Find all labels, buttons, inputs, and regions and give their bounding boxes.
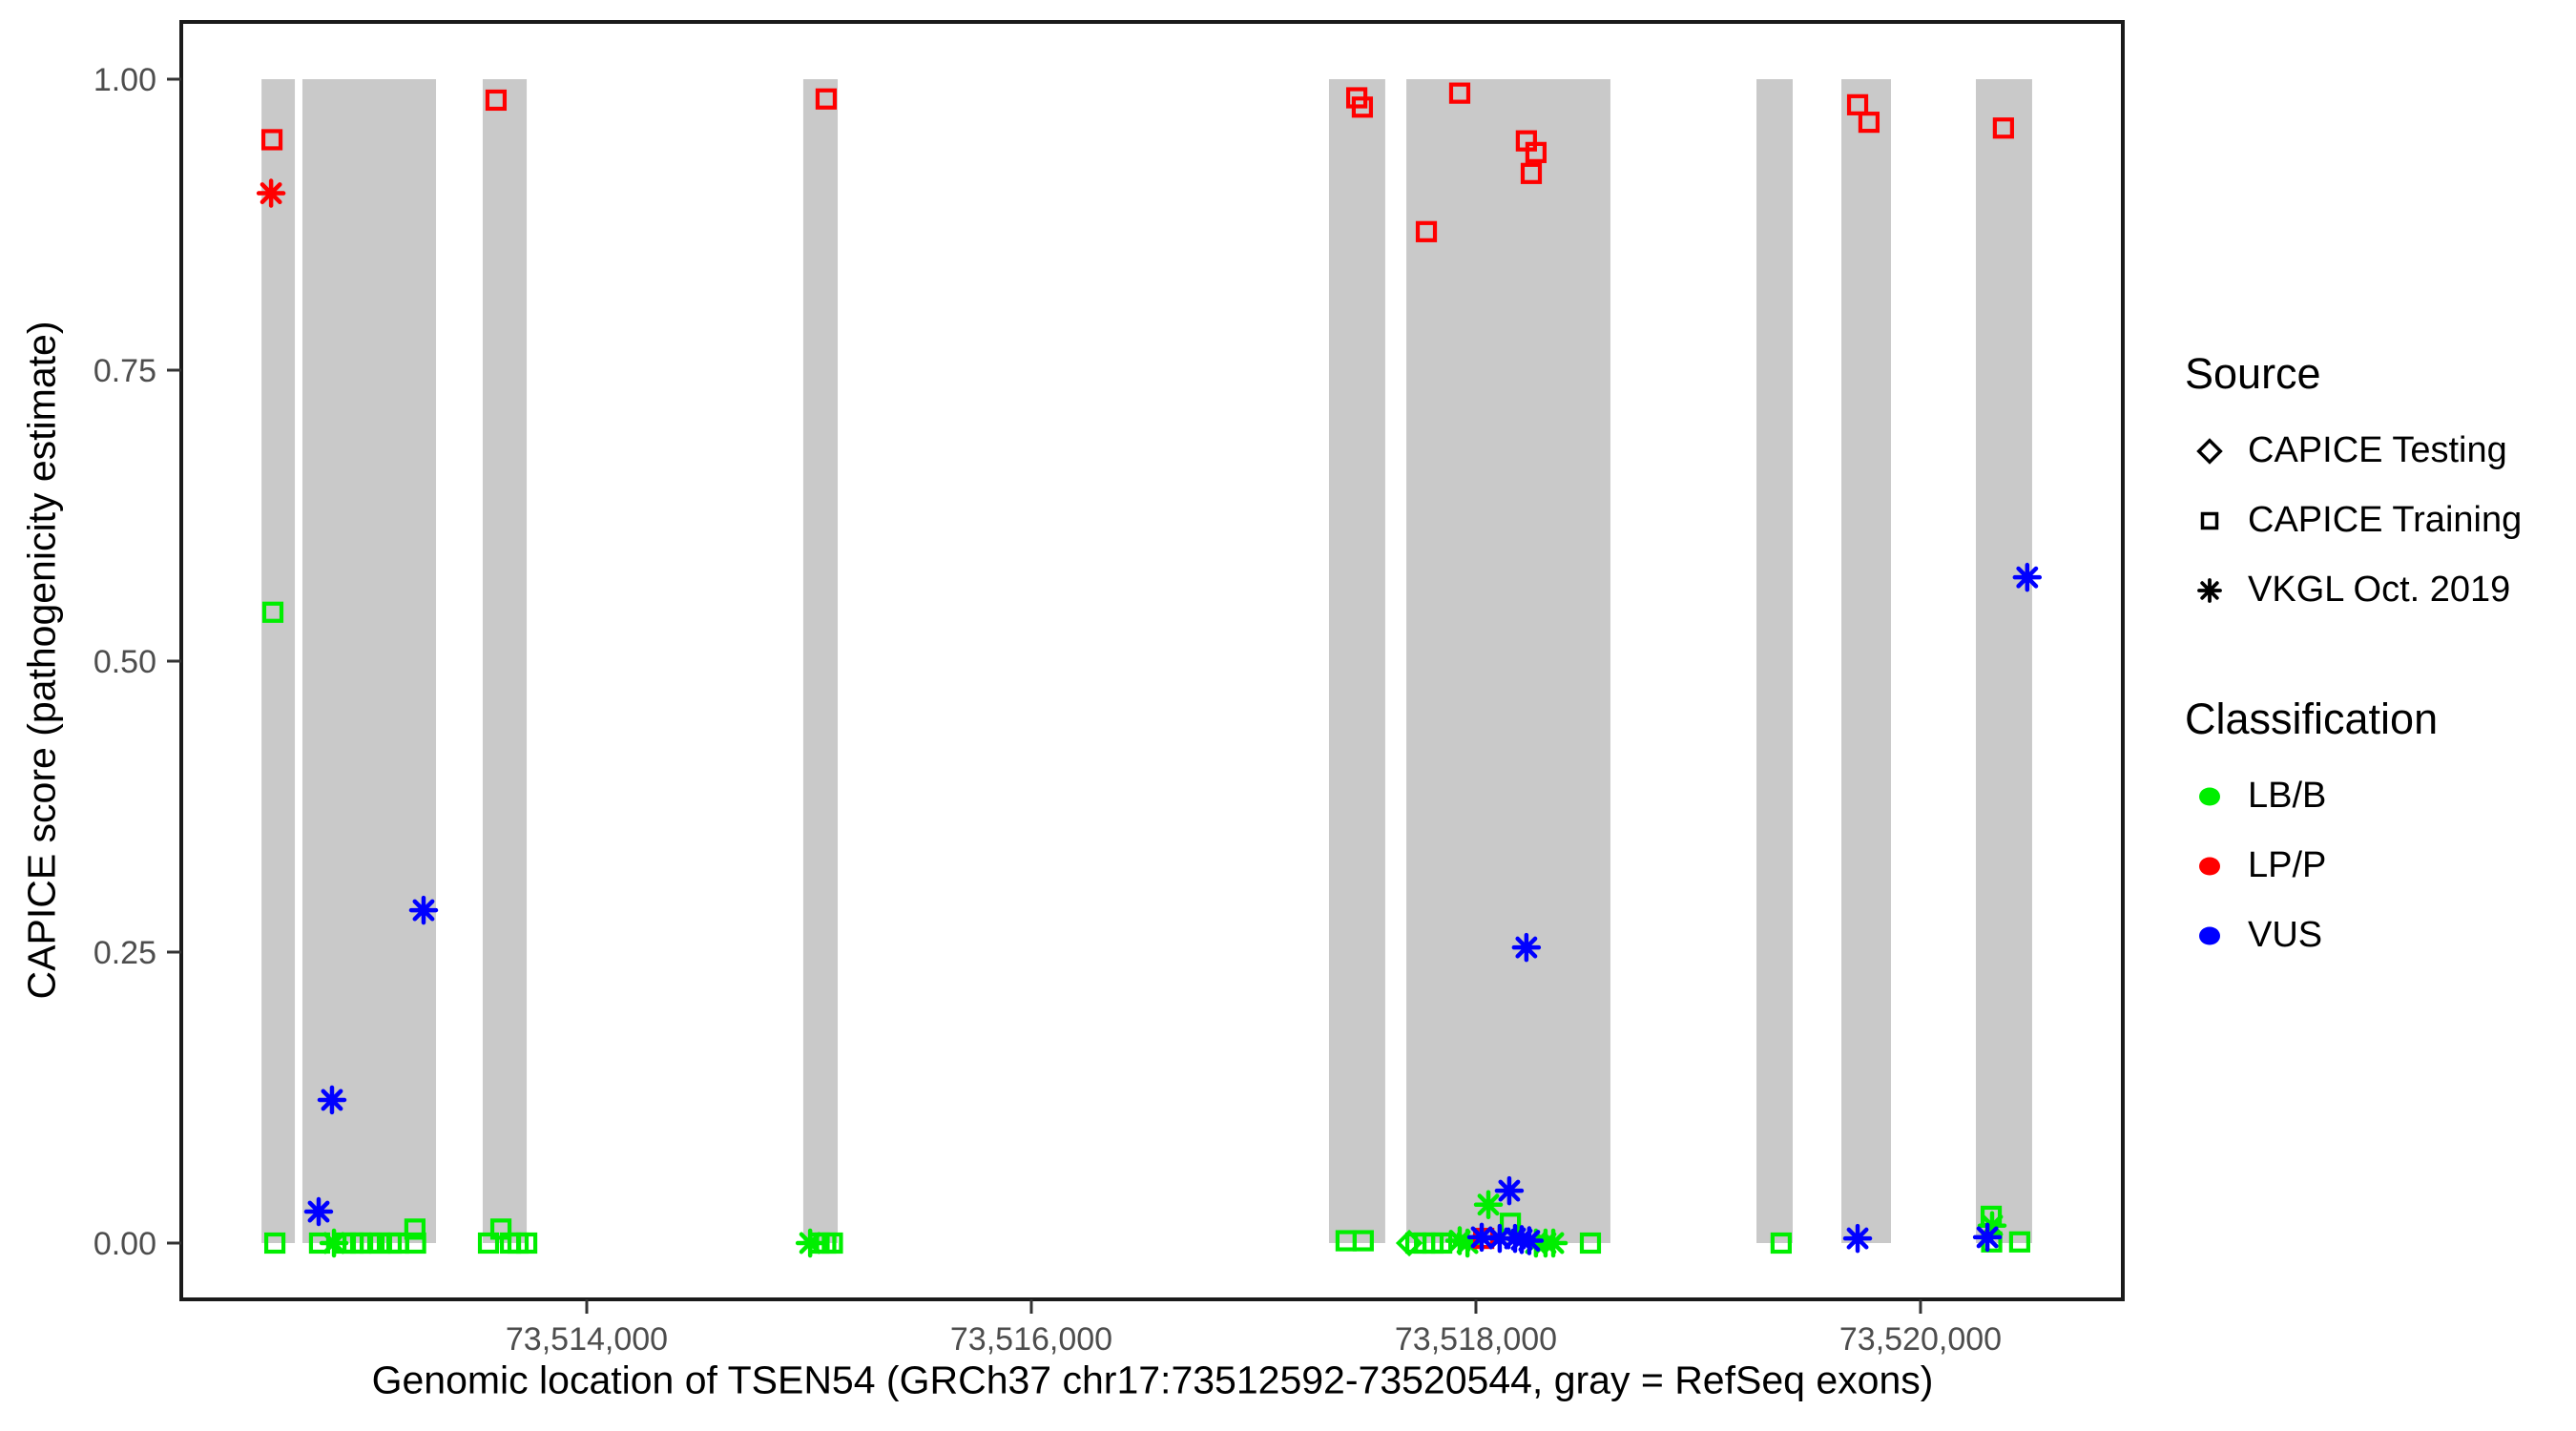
x-tick-label: 73,518,000 xyxy=(1395,1321,1557,1358)
legend-item-label: VUS xyxy=(2248,915,2323,955)
data-point-asterisk xyxy=(1452,1228,1483,1258)
legend-key xyxy=(2185,499,2234,543)
data-point-asterisk xyxy=(1514,1226,1545,1255)
legend-item-vkgl-oct-2019: VKGL Oct. 2019 xyxy=(2185,555,2522,625)
x-axis-title: Genomic location of TSEN54 (GRCh37 chr17… xyxy=(371,1358,1934,1402)
color-dot-icon xyxy=(2199,857,2220,875)
legend-key xyxy=(2185,429,2234,473)
data-point-square xyxy=(1770,1232,1792,1255)
data-point-asterisk xyxy=(1444,1226,1475,1255)
y-tick-label: 0.50 xyxy=(93,644,156,680)
y-tick-label: 0.00 xyxy=(93,1226,156,1262)
color-dot-icon xyxy=(2199,926,2220,944)
data-point-square xyxy=(405,1232,426,1255)
legend-item-label: CAPICE Testing xyxy=(2248,430,2507,470)
panel-border xyxy=(179,20,2125,1301)
data-point-asterisk xyxy=(1842,1223,1873,1254)
data-point-square xyxy=(1430,1232,1453,1255)
exon-bar xyxy=(1975,79,2032,1243)
data-point-square xyxy=(477,1232,500,1255)
exon-bar xyxy=(261,79,296,1243)
exon-bar xyxy=(301,79,437,1243)
data-point-asterisk xyxy=(1511,932,1542,963)
legend-classification-title: Classification xyxy=(2185,695,2439,743)
x-tick-label: 73,520,000 xyxy=(1839,1321,2002,1358)
exon-bar xyxy=(1328,79,1385,1243)
data-point-square xyxy=(1448,82,1471,104)
data-point-square xyxy=(1525,141,1547,163)
legend-key xyxy=(2185,914,2234,958)
y-tick-label: 0.75 xyxy=(93,353,156,389)
data-point-square xyxy=(1858,112,1880,134)
legend-item-label: LP/P xyxy=(2248,845,2327,885)
square-icon xyxy=(2200,511,2219,529)
legend-key xyxy=(2185,569,2234,612)
color-dot-icon xyxy=(2199,787,2220,805)
data-point-square xyxy=(515,1232,538,1255)
legend-key xyxy=(2185,844,2234,888)
legend-item-capice-testing: CAPICE Testing xyxy=(2185,416,2522,486)
legend-item-vus: VUS xyxy=(2185,901,2438,970)
legend-item-capice-training: CAPICE Training xyxy=(2185,486,2522,555)
data-point-square xyxy=(2008,1231,2030,1253)
data-point-square xyxy=(821,1232,843,1255)
legend-source: Source CAPICE Testing CAPICE Training VKGL… xyxy=(2185,349,2522,625)
data-point-square xyxy=(1992,117,2014,139)
data-point-asterisk xyxy=(303,1196,334,1227)
y-axis-title: CAPICE score (pathogenicity estimate) xyxy=(19,321,64,1000)
data-point-asterisk xyxy=(1494,1175,1525,1206)
data-point-asterisk xyxy=(1466,1222,1497,1253)
data-point-asterisk xyxy=(2012,562,2043,592)
legend-item-label: CAPICE Training xyxy=(2248,500,2523,540)
data-point-square xyxy=(485,89,508,112)
data-point-square xyxy=(260,129,283,151)
data-point-square xyxy=(404,1218,426,1240)
data-point-square xyxy=(1352,1230,1374,1252)
data-point-asterisk xyxy=(317,1085,347,1115)
data-point-asterisk xyxy=(1972,1222,2003,1253)
legend-source-title: Source xyxy=(2185,349,2321,398)
data-point-asterisk xyxy=(1977,1211,2007,1240)
data-point-asterisk xyxy=(1485,1223,1515,1254)
data-point-square xyxy=(1579,1232,1602,1255)
y-tick-label: 0.25 xyxy=(93,935,156,971)
data-point-square xyxy=(1415,220,1438,242)
data-point-asterisk xyxy=(408,895,439,925)
data-point-square xyxy=(1846,93,1869,115)
exon-bar xyxy=(482,79,528,1243)
data-point-square xyxy=(1520,162,1543,184)
asterisk-icon xyxy=(2197,577,2222,603)
legend-classification: Classification LB/B LP/P VUS xyxy=(2185,695,2438,970)
data-point-square xyxy=(263,1232,286,1255)
data-point-square xyxy=(1351,96,1374,118)
data-point-square xyxy=(815,88,838,110)
data-point-asterisk xyxy=(319,1228,349,1258)
x-tick-label: 73,516,000 xyxy=(950,1321,1112,1358)
legend-item-label: LB/B xyxy=(2248,776,2327,816)
data-point-asterisk xyxy=(1473,1190,1504,1219)
diamond-icon xyxy=(2196,437,2223,465)
data-point-asterisk xyxy=(256,178,286,208)
legend-key xyxy=(2185,775,2234,819)
legend-item-label: VKGL Oct. 2019 xyxy=(2248,570,2511,610)
y-tick-label: 1.00 xyxy=(93,62,156,98)
data-point-square xyxy=(261,601,284,623)
legend-item-lp-p: LP/P xyxy=(2185,831,2438,901)
exon-bar xyxy=(1406,79,1610,1243)
exon-bar xyxy=(1756,79,1793,1243)
x-tick-label: 73,514,000 xyxy=(506,1321,668,1358)
exon-bar xyxy=(802,79,839,1243)
data-point-asterisk xyxy=(1538,1228,1568,1258)
exon-bar xyxy=(1841,79,1891,1243)
legend-item-lb-b: LB/B xyxy=(2185,761,2438,831)
